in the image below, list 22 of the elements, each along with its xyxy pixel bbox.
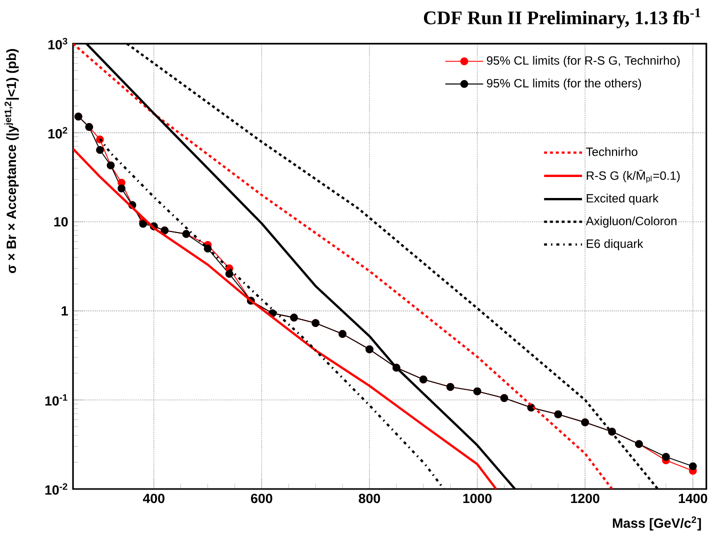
x-tick-label: 800 <box>358 494 380 504</box>
x-tick-label: 600 <box>251 494 272 504</box>
legend-label: 95% CL limits (for R-S G, Technirho) <box>486 56 680 68</box>
chart-title: CDF Run II Preliminary, 1.13 fb$^{-1}$ <box>424 8 700 28</box>
x-tick-label: 1400 <box>678 494 708 504</box>
legend-label: R-S G (k/M̄$_{pl}$=0.1) <box>586 170 680 184</box>
x-tick-label: 1200 <box>571 494 600 504</box>
x-axis-title: Mass [GeV/c$^{2}$] <box>612 516 701 530</box>
y-tick-label: 10$^{3}$ <box>48 38 68 50</box>
y-tick-label: 10 <box>54 217 68 227</box>
legend-label: Technirho <box>586 147 638 156</box>
y-tick-label: 10$^{-2}$ <box>45 483 68 495</box>
y-tick-label: 10$^{2}$ <box>48 127 68 138</box>
y-tick-label: 1 <box>62 306 68 316</box>
x-tick-label: 1000 <box>463 494 492 504</box>
legend-label: Excited quark <box>586 194 659 205</box>
legend-label: E6 diquark <box>586 239 644 250</box>
legend-label: Axigluon/Coloron <box>586 216 676 228</box>
y-tick-label: 10$^{-1}$ <box>45 394 68 406</box>
legend-label: 95% CL limits (for the others) <box>486 78 641 90</box>
x-tick-label: 400 <box>142 494 164 504</box>
y-axis-title: σ × Br × Acceptance (|y$^{jet1,2}$|<1) (pb) <box>4 49 19 274</box>
